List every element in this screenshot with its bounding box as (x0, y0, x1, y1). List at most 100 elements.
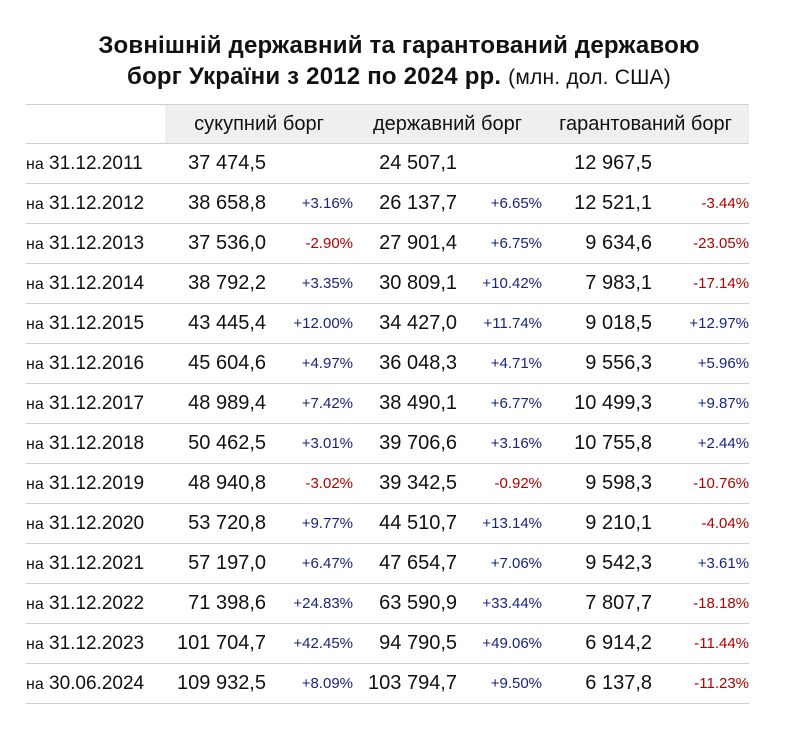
state-debt-value: 39 342,5 (353, 463, 457, 504)
date-cell: на 31.12.2021 (26, 543, 165, 584)
date-cell: на 31.12.2023 (26, 623, 165, 664)
guaranteed-debt-change: -11.23% (652, 663, 750, 704)
state-debt-change: +6.65% (457, 183, 543, 224)
date-cell: на 31.12.2016 (26, 343, 165, 384)
date-cell: на 31.12.2018 (26, 423, 165, 464)
table-row: на 31.12.2012 38 658,8 +3.16% 26 137,7 +6.65… (26, 183, 750, 224)
date-value: 31.12.2016 (49, 352, 145, 374)
title-line-2: борг України з 2012 по 2024 рр. (млн. до… (0, 61, 798, 93)
state-debt-change: +9.50% (457, 663, 543, 704)
table-row: на 31.12.2017 48 989,4 +7.42% 38 490,1 +6.77… (26, 383, 750, 424)
guaranteed-debt-value: 6 914,2 (542, 623, 653, 664)
total-debt-value: 38 658,8 (165, 183, 266, 224)
date-cell: на 31.12.2015 (26, 303, 165, 344)
table-row: на 31.12.2018 50 462,5 +3.01% 39 706,6 +3.16… (26, 423, 750, 464)
state-debt-value: 39 706,6 (353, 423, 457, 464)
total-debt-change: +6.47% (266, 543, 353, 584)
state-debt-change: +6.75% (457, 223, 543, 264)
table-row: на 31.12.2020 53 720,8 +9.77% 44 510,7 +13.1… (26, 503, 750, 544)
total-debt-change: +3.16% (266, 183, 353, 224)
table-row: на 31.12.2013 37 536,0 -2.90% 27 901,4 +6.75… (26, 223, 750, 264)
date-prefix: на (26, 195, 44, 213)
state-debt-value: 44 510,7 (353, 503, 457, 544)
guaranteed-debt-value: 9 556,3 (542, 343, 653, 384)
state-debt-value: 94 790,5 (353, 623, 457, 664)
guaranteed-debt-value: 9 210,1 (542, 503, 653, 544)
state-debt-change: +49.06% (457, 623, 543, 664)
total-debt-value: 50 462,5 (165, 423, 266, 464)
date-prefix: на (26, 275, 44, 293)
date-prefix: на (26, 395, 44, 413)
state-debt-change: +7.06% (457, 543, 543, 584)
title-line-1: Зовнішній державний та гарантований держ… (98, 32, 700, 59)
date-value: 31.12.2020 (49, 512, 145, 534)
total-debt-change: +3.35% (266, 263, 353, 304)
guaranteed-debt-change: +2.44% (652, 423, 750, 464)
date-value: 31.12.2017 (49, 392, 145, 414)
date-cell: на 30.06.2024 (26, 663, 165, 704)
date-prefix: на (26, 435, 44, 453)
date-value: 31.12.2011 (49, 152, 143, 174)
state-debt-value: 26 137,7 (353, 183, 457, 224)
guaranteed-debt-value: 12 521,1 (542, 183, 653, 224)
total-debt-change: +4.97% (266, 343, 353, 384)
date-prefix: на (26, 355, 44, 373)
guaranteed-debt-value: 10 499,3 (542, 383, 653, 424)
total-debt-change: +9.77% (266, 503, 353, 544)
date-prefix: на (26, 475, 44, 493)
date-value: 31.12.2021 (49, 552, 145, 574)
date-cell: на 31.12.2017 (26, 383, 165, 424)
guaranteed-debt-value: 9 018,5 (542, 303, 653, 344)
table-row: на 31.12.2021 57 197,0 +6.47% 47 654,7 +7.06… (26, 543, 750, 584)
state-debt-value: 27 901,4 (353, 223, 457, 264)
total-debt-change: +8.09% (266, 663, 353, 704)
guaranteed-debt-change (652, 143, 750, 184)
date-prefix: на (26, 595, 44, 613)
total-debt-value: 48 989,4 (165, 383, 266, 424)
guaranteed-debt-change: -3.44% (652, 183, 750, 224)
date-value: 31.12.2019 (49, 472, 145, 494)
state-debt-value: 63 590,9 (353, 583, 457, 624)
guaranteed-debt-change: -17.14% (652, 263, 750, 304)
state-debt-value: 34 427,0 (353, 303, 457, 344)
date-prefix: на (26, 315, 44, 333)
date-prefix: на (26, 635, 44, 653)
date-prefix: на (26, 155, 44, 173)
state-debt-change: +3.16% (457, 423, 543, 464)
guaranteed-debt-change: +9.87% (652, 383, 750, 424)
total-debt-change (266, 143, 353, 184)
header-guaranteed-debt: гарантований борг (542, 104, 750, 144)
total-debt-value: 37 536,0 (165, 223, 266, 264)
guaranteed-debt-value: 6 137,8 (542, 663, 653, 704)
state-debt-change: +4.71% (457, 343, 543, 384)
guaranteed-debt-value: 10 755,8 (542, 423, 653, 464)
state-debt-change: +6.77% (457, 383, 543, 424)
state-debt-change: +33.44% (457, 583, 543, 624)
total-debt-change: +12.00% (266, 303, 353, 344)
date-cell: на 31.12.2014 (26, 263, 165, 304)
date-cell: на 31.12.2020 (26, 503, 165, 544)
state-debt-change: +10.42% (457, 263, 543, 304)
total-debt-change: +42.45% (266, 623, 353, 664)
table-row: на 31.12.2019 48 940,8 -3.02% 39 342,5 -0.92… (26, 463, 750, 504)
state-debt-change (457, 143, 543, 184)
total-debt-change: -3.02% (266, 463, 353, 504)
guaranteed-debt-change: +3.61% (652, 543, 750, 584)
date-cell: на 31.12.2019 (26, 463, 165, 504)
table-row: на 31.12.2011 37 474,5 24 507,1 12 967,5 (26, 143, 750, 184)
table-row: на 31.12.2016 45 604,6 +4.97% 36 048,3 +4.71… (26, 343, 750, 384)
state-debt-value: 36 048,3 (353, 343, 457, 384)
state-debt-value: 103 794,7 (353, 663, 457, 704)
total-debt-change: +7.42% (266, 383, 353, 424)
date-value: 31.12.2018 (49, 432, 145, 454)
table-row: на 31.12.2014 38 792,2 +3.35% 30 809,1 +10.4… (26, 263, 750, 304)
table-row: на 31.12.2015 43 445,4 +12.00% 34 427,0 +11.… (26, 303, 750, 344)
guaranteed-debt-value: 9 542,3 (542, 543, 653, 584)
guaranteed-debt-change: -4.04% (652, 503, 750, 544)
date-value: 31.12.2012 (49, 192, 145, 214)
guaranteed-debt-value: 7 983,1 (542, 263, 653, 304)
guaranteed-debt-change: -18.18% (652, 583, 750, 624)
total-debt-value: 57 197,0 (165, 543, 266, 584)
date-cell: на 31.12.2011 (26, 143, 165, 184)
total-debt-value: 53 720,8 (165, 503, 266, 544)
